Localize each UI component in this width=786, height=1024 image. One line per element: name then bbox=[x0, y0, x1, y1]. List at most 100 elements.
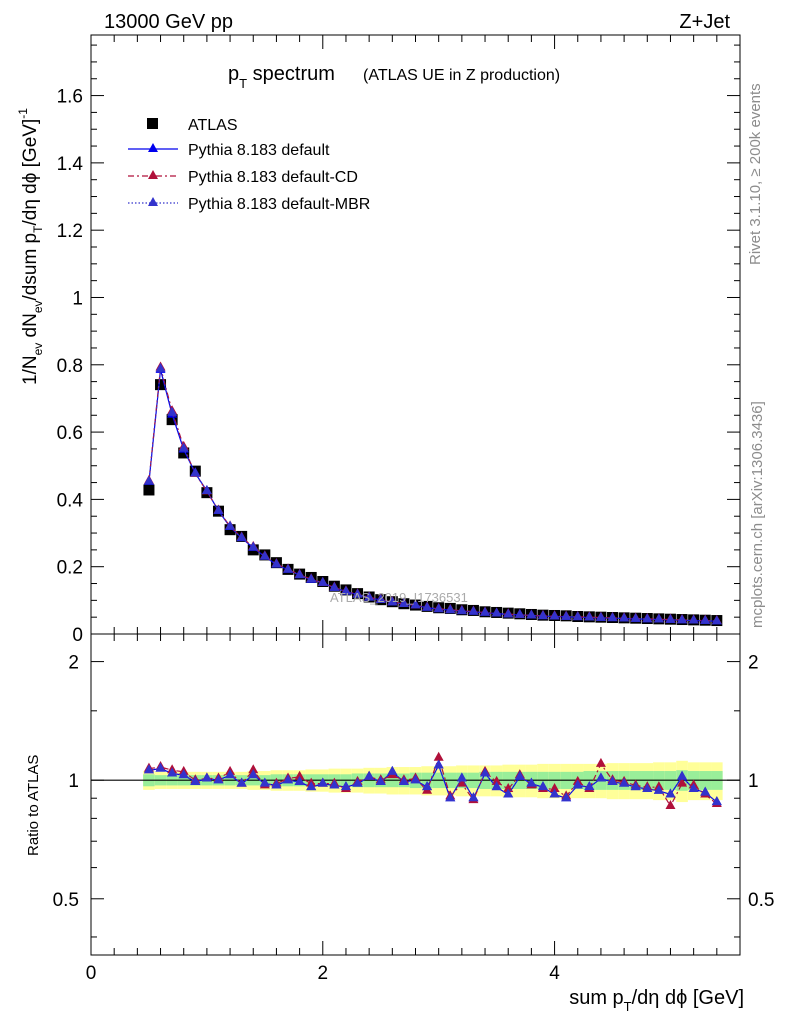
ratio-data-point bbox=[503, 788, 514, 798]
ratio-data-point bbox=[445, 792, 456, 802]
ratio-data-point bbox=[642, 782, 653, 792]
y-tick-label: 0.6 bbox=[57, 423, 83, 444]
mc-data-point bbox=[607, 612, 618, 622]
ratio-data-point bbox=[711, 796, 722, 806]
chart-title: pT spectrum bbox=[228, 63, 335, 91]
ratio-data-point bbox=[677, 770, 688, 780]
mc-data-point bbox=[619, 612, 630, 622]
ratio-data-point bbox=[433, 751, 444, 761]
mc-data-point bbox=[549, 610, 560, 620]
mc-data-point bbox=[410, 599, 421, 609]
mc-data-point bbox=[283, 563, 294, 573]
ratio-data-point bbox=[595, 757, 606, 767]
ratio-data-point bbox=[248, 769, 259, 779]
series-line bbox=[148, 367, 717, 622]
mc-data-point bbox=[468, 605, 479, 615]
main-plot-area bbox=[143, 361, 723, 627]
ratio-data-point bbox=[178, 769, 189, 779]
ratio-data-point bbox=[294, 775, 305, 785]
mc-data-point bbox=[665, 613, 676, 623]
legend: ATLAS Pythia 8.183 default Pythia 8.183 … bbox=[128, 117, 370, 213]
ratio-data-point bbox=[398, 775, 409, 785]
rivet-label: Rivet 3.1.10, ≥ 200k events bbox=[747, 83, 764, 265]
mc-data-point bbox=[213, 504, 224, 514]
mc-data-point bbox=[422, 601, 433, 611]
ratio-data-point bbox=[468, 792, 479, 802]
ratio-data-point bbox=[306, 781, 317, 791]
ratio-data-point bbox=[248, 764, 259, 774]
ratio-data-point bbox=[619, 777, 630, 787]
ratio-data-point bbox=[677, 777, 688, 787]
x-tick-label: 4 bbox=[549, 963, 560, 984]
y-tick-label: 1.2 bbox=[57, 221, 83, 242]
mcplots-label: mcplots.cern.ch [arXiv:1306.3436] bbox=[749, 401, 766, 628]
ratio-data-point bbox=[340, 781, 351, 791]
mc-data-point bbox=[271, 558, 282, 568]
legend-label: Pythia 8.183 default bbox=[188, 142, 330, 159]
ratio-data-point bbox=[480, 767, 491, 777]
ratio-panel: 0.5 0.5 1 1 2 2 0 2 4 Ratio to ATLAS sum pT/dη d… bbox=[25, 633, 774, 1014]
mc-data-point bbox=[294, 569, 305, 579]
ratio-data-point bbox=[155, 762, 166, 772]
ratio-data-point bbox=[572, 779, 583, 789]
ratio-y-axis-label: Ratio to ATLAS bbox=[25, 755, 42, 856]
ratio-plot-area bbox=[91, 751, 740, 809]
legend-item-default-mbr: Pythia 8.183 default-MBR bbox=[128, 196, 370, 213]
y-tick-label: 1.6 bbox=[57, 87, 83, 108]
mc-data-point bbox=[201, 484, 212, 494]
legend-marker-square bbox=[147, 118, 158, 129]
ratio-data-point bbox=[387, 765, 398, 775]
mc-data-point bbox=[248, 541, 259, 551]
ratio-data-point bbox=[607, 775, 618, 785]
ratio-data-point bbox=[213, 774, 224, 784]
ratio-data-point bbox=[190, 775, 201, 785]
ratio-data-point bbox=[352, 777, 363, 787]
mc-data-point bbox=[514, 608, 525, 618]
legend-label: Pythia 8.183 default-MBR bbox=[188, 196, 370, 213]
y-tick-label: 0.8 bbox=[57, 356, 83, 377]
atlas-data-point bbox=[155, 379, 167, 391]
mc-data-point bbox=[317, 576, 328, 586]
mc-data-point bbox=[503, 608, 514, 618]
mc-data-point bbox=[630, 612, 641, 622]
mc-data-point bbox=[561, 610, 572, 620]
ratio-data-point bbox=[283, 774, 294, 784]
series-line bbox=[148, 369, 717, 622]
mc-data-point bbox=[642, 613, 653, 623]
ratio-data-point bbox=[688, 782, 699, 792]
mc-data-point bbox=[190, 467, 201, 477]
mc-data-point bbox=[572, 611, 583, 621]
ratio-data-point bbox=[700, 786, 711, 796]
ratio-data-point bbox=[456, 772, 467, 782]
ratio-y-tick-label: 0.5 bbox=[53, 890, 79, 911]
x-tick-label: 2 bbox=[317, 963, 328, 984]
mc-data-point bbox=[364, 591, 375, 601]
atlas-data-point bbox=[166, 414, 178, 426]
ratio-data-point bbox=[537, 781, 548, 791]
mc-data-point bbox=[595, 611, 606, 621]
mc-data-point bbox=[375, 594, 386, 604]
ratio-y-tick-label-right: 1 bbox=[748, 771, 759, 792]
atlas-data-point bbox=[178, 447, 190, 459]
process-label: Z+Jet bbox=[679, 11, 730, 33]
ratio-data-point bbox=[294, 770, 305, 780]
y-tick-label: 0 bbox=[72, 625, 83, 646]
y-tick-label: 0.2 bbox=[57, 558, 83, 579]
ratio-data-point bbox=[433, 759, 444, 769]
main-ticks: 0 0.2 0.4 0.6 0.8 1 1.2 1.4 1.6 bbox=[57, 35, 741, 646]
ratio-y-tick-label-right: 0.5 bbox=[748, 890, 774, 911]
ratio-data-point bbox=[549, 782, 560, 792]
mc-data-point bbox=[700, 614, 711, 624]
y-tick-label: 0.4 bbox=[57, 490, 84, 511]
mc-data-point bbox=[526, 609, 537, 619]
atlas-data-point bbox=[143, 484, 155, 496]
ratio-y-tick-label-right: 2 bbox=[748, 653, 759, 674]
ratio-data-point bbox=[595, 772, 606, 782]
mc-data-point bbox=[340, 585, 351, 595]
chart-subtitle: (ATLAS UE in Z production) bbox=[363, 67, 560, 84]
x-axis-label: sum pT/dη dϕ [GeV] bbox=[569, 987, 744, 1014]
legend-item-default: Pythia 8.183 default bbox=[128, 142, 330, 159]
ratio-data-point bbox=[329, 779, 340, 789]
legend-marker-triangle bbox=[148, 197, 158, 206]
